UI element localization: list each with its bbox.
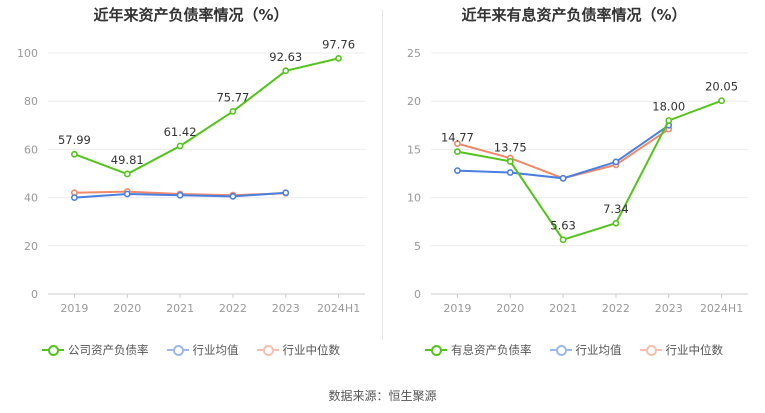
panel-divider (382, 10, 383, 340)
legend-label: 公司资产负债率 (68, 343, 149, 357)
data-point (229, 192, 237, 200)
y-tick-label: 60 (24, 143, 38, 156)
x-tick-label: 2019 (443, 302, 471, 315)
legend-item-industry-avg[interactable]: 行业均值 (549, 342, 622, 358)
y-tick-label: 25 (407, 47, 421, 60)
legend-marker-green (42, 345, 64, 356)
data-source: 数据来源：恒生聚源 (328, 389, 437, 403)
series-line (74, 57, 339, 176)
data-label: 61.42 (164, 125, 197, 139)
data-point (665, 117, 673, 124)
x-tick-label: 2024H1 (317, 302, 360, 315)
x-tick-label: 2019 (60, 302, 88, 315)
data-label: 92.63 (269, 50, 302, 64)
data-label: 49.81 (111, 153, 144, 167)
data-point (612, 219, 620, 227)
x-tick-label: 2020 (496, 302, 524, 315)
data-label: 5.63 (550, 219, 576, 233)
x-tick-label: 2021 (549, 302, 577, 315)
line-chart-interest-debt-ratio: 0 5 10 15 20 25 2019 2020 2021 2022 2023 2024H1 14.7… (407, 47, 748, 315)
legend-item-industry-avg[interactable]: 行业均值 (166, 342, 239, 358)
legend: 有息资产负债率 行业均值 行业中位数 (383, 342, 765, 358)
data-point (123, 170, 131, 178)
chart-panel-debt-ratio: 近年来资产负债率情况（%） 0 20 40 60 80 100 2019 2020 2021 20… (0, 0, 382, 380)
data-label: 75.77 (216, 90, 249, 104)
line-chart-debt-ratio: 0 20 40 60 80 100 2019 2020 2021 2022 2023 2024H1 57… (17, 37, 365, 315)
legend-label: 行业均值 (192, 343, 239, 357)
y-tick-label: 15 (407, 143, 421, 156)
legend: 公司资产负债率 行业均值 行业中位数 (0, 342, 382, 358)
series-line (457, 99, 722, 241)
data-point (71, 150, 78, 158)
data-point (282, 189, 290, 197)
data-label: 20.05 (705, 80, 738, 94)
y-tick-label: 20 (24, 240, 38, 253)
data-label: 7.34 (603, 202, 629, 216)
data-point (335, 54, 342, 62)
data-point (612, 158, 620, 166)
legend-item-industry-median[interactable]: 行业中位数 (639, 342, 724, 358)
y-tick-label: 80 (24, 95, 38, 108)
legend-item-company[interactable]: 公司资产负债率 (42, 342, 149, 358)
data-point (454, 148, 461, 156)
x-tick-label: 2023 (655, 302, 683, 315)
chart-panel-interest-debt-ratio: 近年来有息资产负债率情况（%） 0 5 10 15 20 25 2019 2020 2021 20… (383, 0, 765, 380)
y-tick-label: 20 (407, 95, 421, 108)
x-tick-label: 2021 (166, 302, 194, 315)
legend-label: 行业中位数 (665, 343, 724, 357)
data-point (559, 236, 567, 244)
data-point (123, 190, 131, 198)
legend-marker-green (425, 345, 447, 356)
data-point (176, 191, 184, 199)
chart-title: 近年来有息资产负债率情况（%） (461, 6, 687, 24)
data-label: 18.00 (652, 99, 685, 113)
data-point (506, 158, 514, 165)
y-tick-label: 100 (17, 47, 38, 60)
chart-title: 近年来资产负债率情况（%） (93, 6, 289, 24)
x-tick-label: 2022 (219, 302, 247, 315)
data-label: 57.99 (58, 133, 91, 147)
data-point (176, 142, 184, 150)
data-point (454, 140, 461, 148)
legend-item-company[interactable]: 有息资产负债率 (425, 342, 532, 358)
legend-item-industry-median[interactable]: 行业中位数 (256, 342, 341, 358)
data-point (229, 107, 237, 115)
x-tick-label: 2020 (113, 302, 141, 315)
y-tick-label: 0 (414, 288, 421, 301)
legend-marker-orange (639, 345, 662, 356)
legend-marker-orange (256, 345, 279, 356)
data-point (454, 167, 461, 175)
legend-label: 行业均值 (575, 343, 622, 357)
data-point (282, 67, 290, 75)
y-tick-label: 40 (24, 192, 38, 205)
x-tick-label: 2024H1 (700, 302, 743, 315)
y-tick-label: 0 (31, 288, 38, 301)
legend-marker-blue (166, 345, 189, 356)
legend-label: 有息资产负债率 (451, 343, 532, 357)
data-point (71, 194, 78, 201)
data-point (559, 174, 567, 182)
data-label: 97.76 (322, 37, 355, 51)
y-tick-label: 5 (414, 240, 421, 253)
data-point (718, 97, 725, 105)
data-label: 13.75 (494, 140, 527, 154)
data-point (506, 169, 514, 176)
data-label: 14.77 (441, 131, 474, 145)
x-tick-label: 2023 (272, 302, 300, 315)
legend-marker-blue (549, 345, 572, 356)
x-tick-label: 2022 (602, 302, 630, 315)
y-tick-label: 10 (407, 192, 421, 205)
legend-label: 行业中位数 (282, 343, 341, 357)
